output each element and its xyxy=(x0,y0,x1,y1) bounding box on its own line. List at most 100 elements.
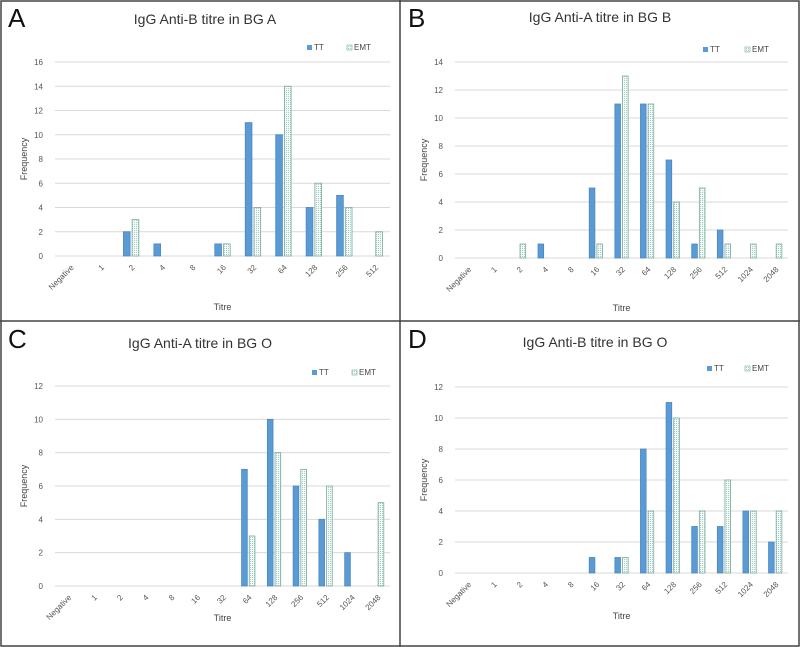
bar-emt xyxy=(698,510,706,574)
x-tick-label: 8 xyxy=(566,265,576,275)
y-tick-label: 10 xyxy=(434,114,443,123)
legend: TT EMT xyxy=(312,368,376,377)
bar-tt xyxy=(318,518,325,587)
bar-tt xyxy=(691,243,698,259)
chart-title: IgG Anti-B titre in BG A xyxy=(134,11,277,27)
x-tick-label: 1 xyxy=(489,580,499,590)
legend-label-tt: TT xyxy=(314,43,324,52)
bar-emt xyxy=(223,243,231,257)
y-tick-label: 16 xyxy=(34,58,43,67)
y-axis-label: Frequency xyxy=(419,138,429,181)
legend-swatch-tt xyxy=(307,45,312,50)
legend-swatch-emt xyxy=(744,46,751,53)
bar-emt xyxy=(622,557,629,574)
bar-emt xyxy=(344,207,353,257)
y-tick-label: 6 xyxy=(439,476,444,485)
bar-emt xyxy=(375,231,383,257)
x-tick-label: 4 xyxy=(157,263,167,273)
bar-emt xyxy=(284,85,292,257)
bar-emt xyxy=(326,485,333,587)
bar-emt xyxy=(596,243,603,259)
bar-emt xyxy=(248,535,256,587)
legend: TT EMT xyxy=(707,364,769,373)
bar-tt xyxy=(153,243,161,257)
bar-tt xyxy=(588,557,596,574)
x-tick-label: 4 xyxy=(541,580,551,590)
legend: TT EMT xyxy=(703,45,769,54)
y-tick-label: 2 xyxy=(439,226,444,235)
chart-title: IgG Anti-B titre in BG O xyxy=(523,334,668,350)
y-tick-label: 6 xyxy=(39,179,44,188)
x-axis-label: Titre xyxy=(214,302,232,312)
bar-emt xyxy=(300,468,307,587)
y-tick-label: 0 xyxy=(439,569,444,578)
x-tick-label: 2 xyxy=(127,263,137,273)
x-tick-label: 1 xyxy=(97,263,107,273)
y-tick-label: 6 xyxy=(439,170,444,179)
bar-emt xyxy=(377,502,385,587)
y-axis-label: Frequency xyxy=(419,458,429,501)
x-tick-label: 4 xyxy=(141,593,151,603)
y-tick-label: 8 xyxy=(39,449,44,458)
legend-label-tt: TT xyxy=(710,45,720,54)
bar-emt xyxy=(314,182,322,257)
legend-label-emt: EMT xyxy=(752,364,769,373)
legend-swatch-tt xyxy=(703,47,708,52)
panel-letter: A xyxy=(8,3,26,33)
bar-tt xyxy=(665,402,673,574)
y-tick-label: 14 xyxy=(434,58,443,67)
x-axis-label: Titre xyxy=(613,611,631,621)
bar-tt xyxy=(768,541,775,574)
bar-tt xyxy=(665,159,673,259)
y-tick-label: 10 xyxy=(434,414,443,423)
bar-emt xyxy=(724,243,731,259)
y-tick-label: 4 xyxy=(439,198,444,207)
bar-emt xyxy=(750,510,757,574)
chart-title: IgG Anti-A titre in BG B xyxy=(529,9,671,25)
y-tick-label: 0 xyxy=(439,254,444,263)
legend-swatch-emt xyxy=(346,44,353,51)
bar-emt xyxy=(647,510,655,574)
chart-panel-a: A IgG Anti-B titre in BG A0246810121416Fr… xyxy=(8,3,390,312)
legend-label-emt: EMT xyxy=(359,368,376,377)
y-tick-label: 12 xyxy=(34,382,43,391)
bar-emt xyxy=(750,243,757,259)
legend: TT EMT xyxy=(307,43,371,52)
chart-title: IgG Anti-A titre in BG O xyxy=(128,335,272,351)
bar-tt xyxy=(537,243,545,259)
bar-tt xyxy=(614,557,621,574)
y-tick-label: 12 xyxy=(434,86,443,95)
y-tick-label: 10 xyxy=(34,415,43,424)
y-axis-label: Frequency xyxy=(19,464,29,507)
x-axis-label: Titre xyxy=(214,613,232,623)
legend-swatch-emt xyxy=(744,365,751,372)
x-tick-label: 2 xyxy=(115,593,125,603)
legend-label-tt: TT xyxy=(714,364,724,373)
x-tick-label: 2 xyxy=(515,265,525,275)
y-tick-label: 14 xyxy=(34,82,43,91)
bar-emt xyxy=(775,243,783,259)
y-tick-label: 4 xyxy=(39,515,44,524)
x-axis-label: Titre xyxy=(613,303,631,313)
bar-tt xyxy=(614,103,621,259)
bar-tt xyxy=(742,510,749,574)
bar-emt xyxy=(724,479,731,574)
legend-swatch-emt xyxy=(351,369,358,376)
y-tick-label: 4 xyxy=(439,507,444,516)
y-tick-label: 0 xyxy=(39,252,44,261)
y-tick-label: 4 xyxy=(39,204,44,213)
bar-emt xyxy=(519,243,527,259)
bar-emt xyxy=(131,219,140,257)
bar-tt xyxy=(305,207,314,257)
panel-letter: B xyxy=(408,3,425,33)
y-tick-label: 0 xyxy=(39,582,44,591)
x-tick-label: 2 xyxy=(515,580,525,590)
legend-label-emt: EMT xyxy=(752,45,769,54)
legend-swatch-tt xyxy=(312,370,317,375)
y-tick-label: 8 xyxy=(439,445,444,454)
y-tick-label: 2 xyxy=(39,549,44,558)
bar-emt xyxy=(698,187,706,259)
bar-tt xyxy=(716,526,724,574)
panel-letter: C xyxy=(8,324,27,354)
y-tick-label: 2 xyxy=(39,228,44,237)
